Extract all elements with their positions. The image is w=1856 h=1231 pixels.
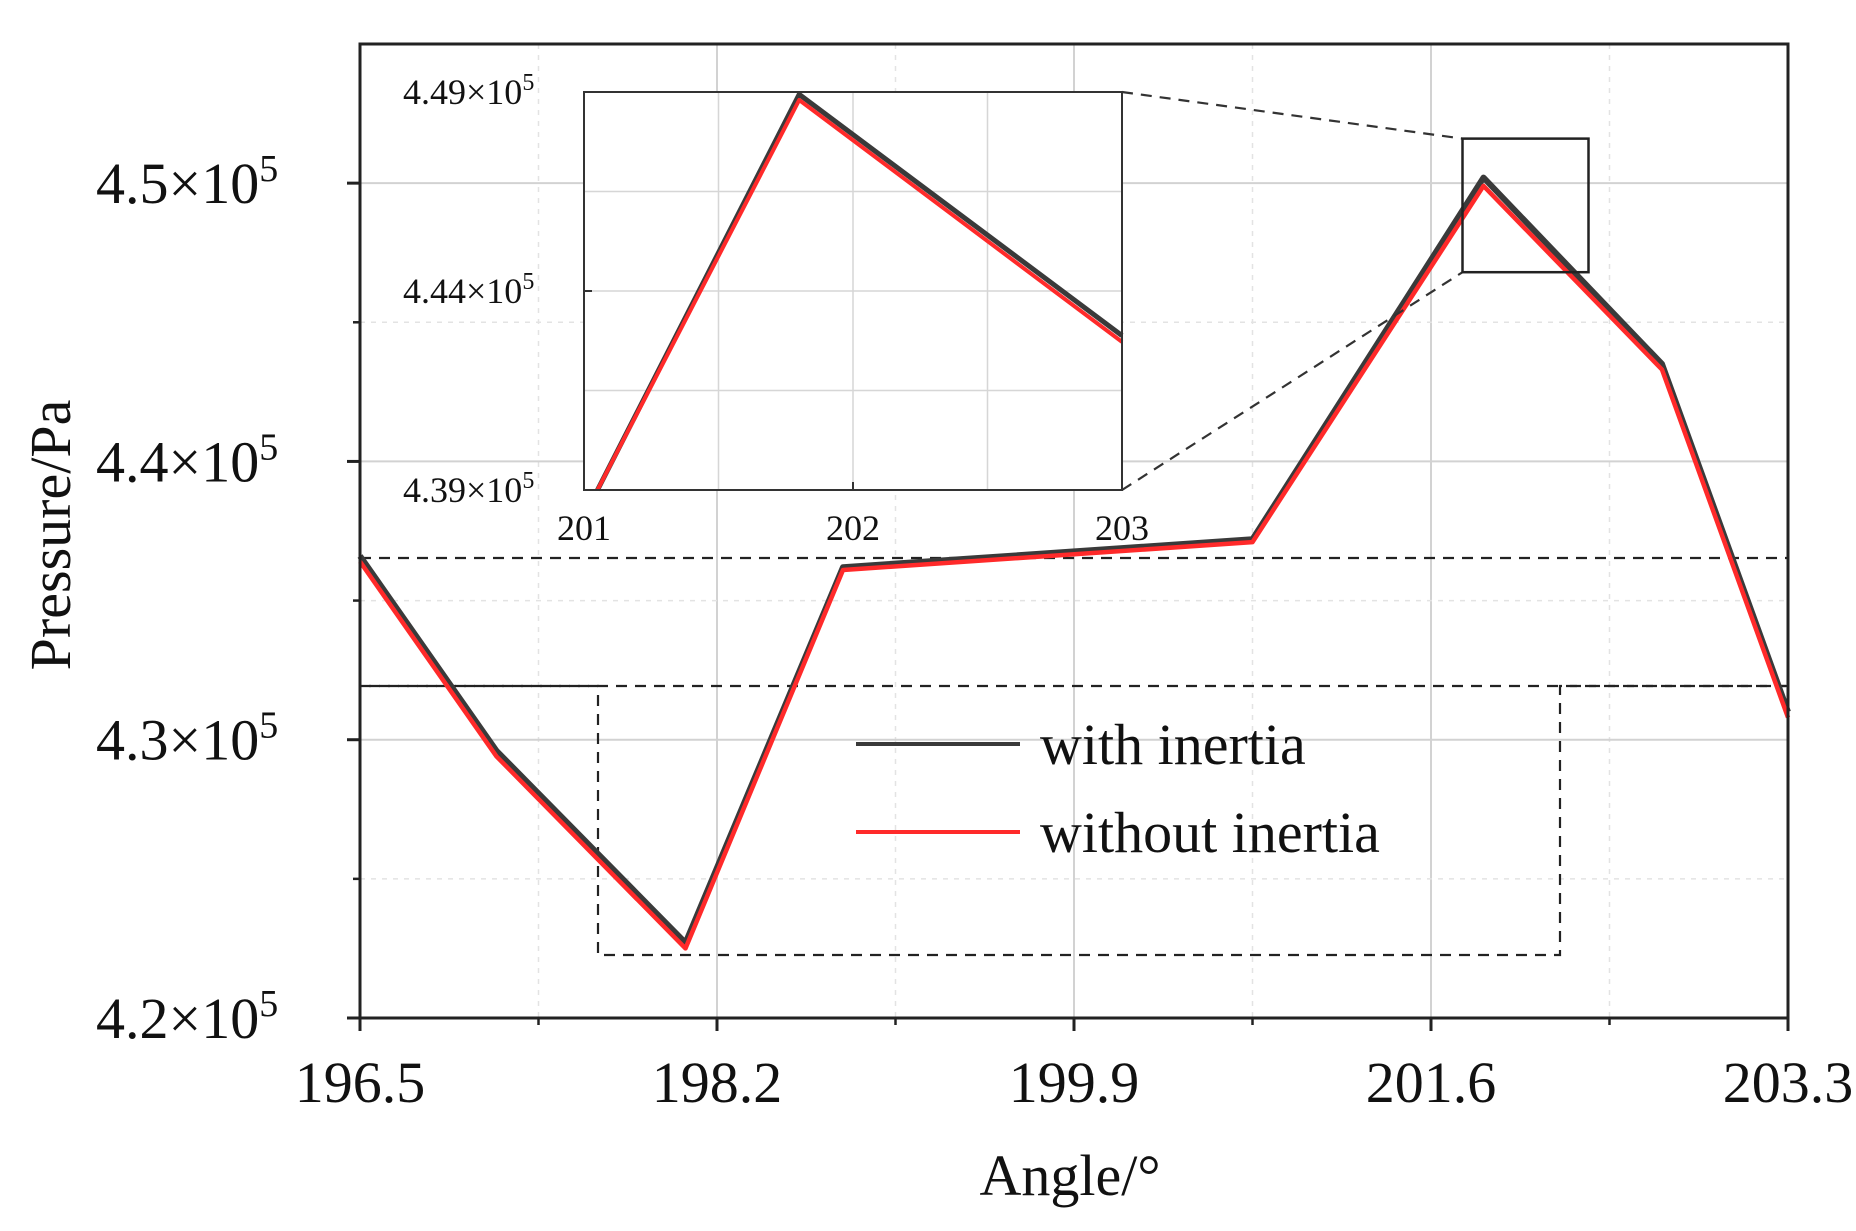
legend-label-with-inertia: with inertia [1040, 712, 1306, 777]
series-line-without-inertia [358, 183, 1791, 951]
inset-y-tick-mantissa: 4.44×10 [403, 271, 522, 311]
y-axis-title: Pressure/Pa [18, 400, 83, 671]
y-tick-mantissa: 4.4×10 [96, 429, 259, 494]
series-line-with-inertia [357, 174, 1791, 946]
y-tick-exponent: 5 [259, 148, 278, 190]
x-tick-label: 199.9 [1009, 1050, 1140, 1115]
y-tick-label: 4.4×105 [96, 426, 278, 494]
y-tick-mantissa: 4.3×10 [96, 708, 259, 773]
inset-y-tick-exponent: 5 [522, 468, 534, 494]
zoom-box [1121, 90, 1590, 491]
y-tick-mantissa: 4.5×10 [96, 151, 259, 216]
y-tick-exponent: 5 [259, 426, 278, 468]
inset-y-tick-mantissa: 4.49×10 [403, 72, 522, 112]
inset-y-tick-label: 4.44×105 [403, 269, 534, 311]
inset-y-tick-label: 4.39×105 [403, 468, 534, 510]
y-tick-exponent: 5 [259, 705, 278, 747]
inset-x-tick-label: 201 [557, 508, 611, 548]
main-frame [347, 42, 1790, 1031]
inset-y-tick-mantissa: 4.39×10 [403, 470, 522, 510]
x-tick-label: 203.3 [1723, 1050, 1854, 1115]
legend: with inertia without inertia [856, 712, 1380, 865]
x-axis-title: Angle/° [979, 1143, 1160, 1208]
dashed-region-lower [360, 684, 1788, 957]
inset-line-without-inertia [595, 98, 1124, 491]
y-tick-mantissa: 4.2×10 [96, 986, 259, 1051]
legend-label-without-inertia: without inertia [1040, 800, 1380, 865]
x-tick-label: 198.2 [652, 1050, 783, 1115]
zoom-connector-bottom [1121, 271, 1464, 491]
y-tick-exponent: 5 [259, 983, 278, 1025]
inset-x-tick-label: 202 [826, 508, 880, 548]
zoom-connector-top [1121, 90, 1463, 140]
y-tick-label: 4.5×105 [96, 148, 278, 216]
x-tick-label: 196.5 [295, 1050, 426, 1115]
inset-y-tick-exponent: 5 [522, 269, 534, 295]
y-tick-label: 4.2×105 [96, 983, 278, 1051]
inset-y-tick-label: 4.49×105 [403, 70, 534, 112]
y-tick-label: 4.3×105 [96, 705, 278, 773]
x-tick-label: 201.6 [1366, 1050, 1497, 1115]
zoom-rectangle [1461, 137, 1590, 274]
main-series [357, 174, 1791, 951]
inset-x-tick-label: 203 [1095, 508, 1149, 548]
inset-y-tick-exponent: 5 [522, 70, 534, 96]
x-tick-labels: 196.5 198.2 199.9 201.6 203.3 [295, 1050, 1854, 1115]
